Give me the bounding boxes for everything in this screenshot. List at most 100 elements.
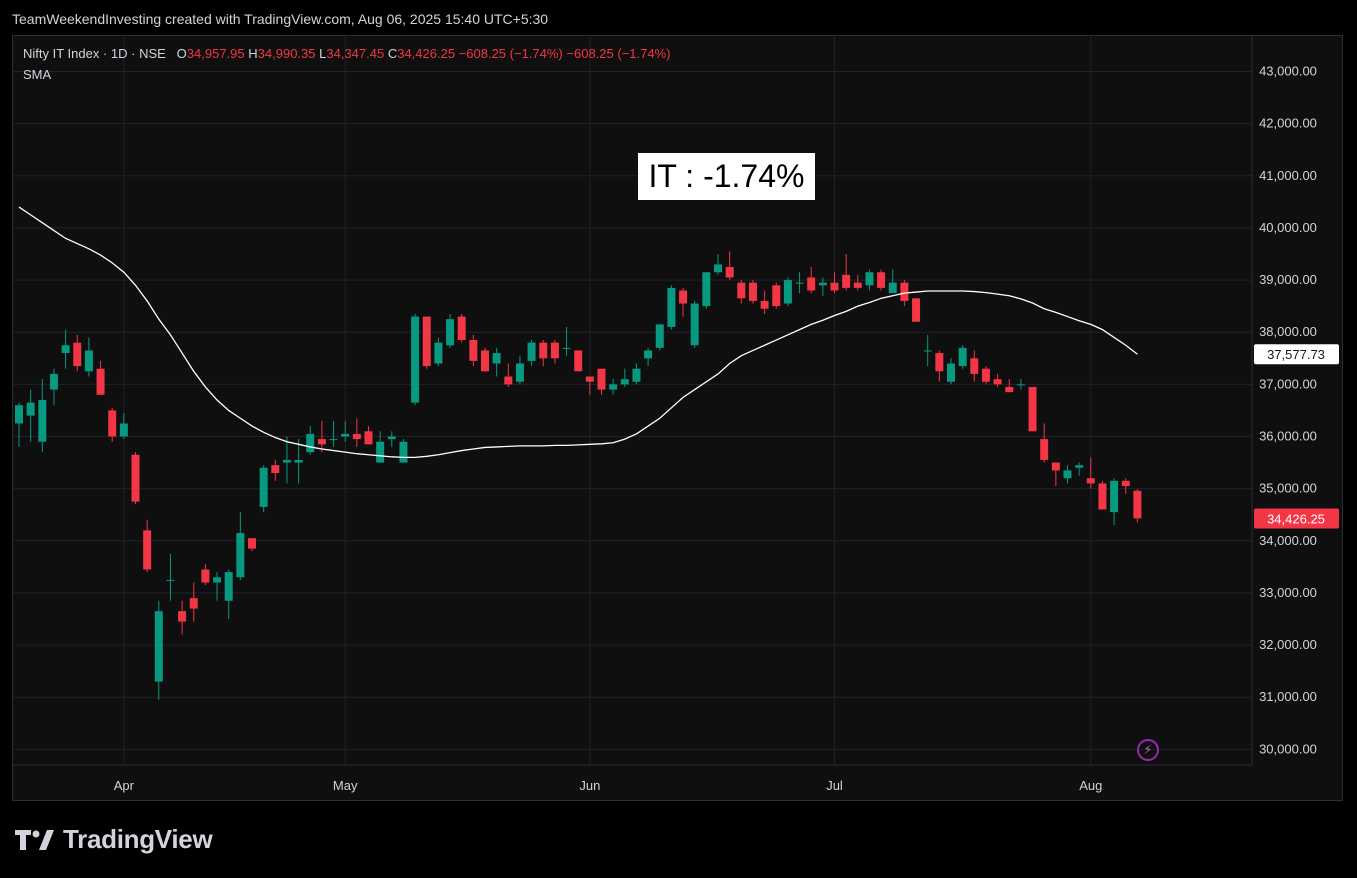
candle xyxy=(294,439,303,484)
candle xyxy=(783,277,792,307)
candle xyxy=(853,274,862,291)
x-tick-label: Jul xyxy=(826,778,843,793)
candle xyxy=(434,337,443,367)
y-tick-label: 41,000.00 xyxy=(1259,168,1317,183)
candle-body xyxy=(1028,386,1037,432)
candle-body xyxy=(282,459,291,463)
candle-body xyxy=(830,282,839,291)
candle xyxy=(49,368,58,406)
candle-body xyxy=(527,342,536,361)
candle-body xyxy=(609,384,618,390)
candle xyxy=(317,420,326,453)
candle xyxy=(842,254,851,291)
y-tick-label: 39,000.00 xyxy=(1259,272,1317,287)
candle-body xyxy=(632,368,641,382)
tag-label: 37,577.73 xyxy=(1267,347,1325,362)
candle-body xyxy=(178,611,187,622)
y-tick-label: 32,000.00 xyxy=(1259,637,1317,652)
candle-body xyxy=(352,433,361,440)
candle xyxy=(411,313,420,406)
candle xyxy=(178,600,187,635)
ohlc-legend[interactable]: Nifty IT Index · 1D · NSE O34,957.95 H34… xyxy=(23,46,670,61)
legend-symbol: Nifty IT Index · 1D · NSE xyxy=(23,46,166,61)
candle xyxy=(271,459,280,481)
candle-body xyxy=(271,465,280,473)
legend-sma-indicator[interactable]: SMA xyxy=(23,67,52,82)
candle-body xyxy=(981,368,990,382)
candle-body xyxy=(1005,386,1014,393)
candle-body xyxy=(189,598,198,609)
candle-body xyxy=(970,358,979,374)
candle xyxy=(469,334,478,367)
candle xyxy=(213,572,222,601)
candle xyxy=(143,519,152,573)
candle-body xyxy=(923,350,932,352)
candle xyxy=(958,345,967,369)
candle-body xyxy=(248,538,256,549)
lightning-icon[interactable]: ⚡ xyxy=(1137,739,1159,761)
x-tick-label: Jun xyxy=(579,778,600,793)
candle-body xyxy=(515,363,524,382)
candle xyxy=(702,272,711,309)
candle xyxy=(620,368,629,387)
y-tick-label: 36,000.00 xyxy=(1259,429,1317,444)
candle xyxy=(993,373,1002,387)
candle-body xyxy=(457,316,466,341)
candle-body xyxy=(935,353,944,372)
candle-body xyxy=(166,579,175,581)
candle xyxy=(667,285,676,330)
candle-body xyxy=(1086,478,1095,484)
candle xyxy=(690,300,699,348)
candle xyxy=(1063,465,1072,484)
candle-body xyxy=(1016,384,1025,386)
candle xyxy=(481,347,489,372)
candle xyxy=(154,600,163,700)
y-tick-label: 40,000.00 xyxy=(1259,220,1317,235)
candle-body xyxy=(224,572,233,601)
x-tick-label: Apr xyxy=(114,778,135,793)
candle xyxy=(15,402,23,447)
candle xyxy=(597,368,606,395)
y-tick-label: 42,000.00 xyxy=(1259,116,1317,131)
candle xyxy=(923,334,932,367)
candle xyxy=(446,313,455,348)
candle-body xyxy=(690,303,699,346)
tradingview-logo-icon xyxy=(15,829,54,850)
candle-body xyxy=(1051,462,1060,471)
y-tick-label: 35,000.00 xyxy=(1259,481,1317,496)
candle xyxy=(550,340,559,364)
y-tick-label: 38,000.00 xyxy=(1259,324,1317,339)
candle-body xyxy=(387,436,396,440)
candle xyxy=(504,363,513,387)
candle xyxy=(201,564,210,586)
candle xyxy=(865,269,874,291)
candle xyxy=(970,350,979,382)
candle-body xyxy=(853,282,862,288)
candle xyxy=(912,298,921,322)
candle xyxy=(1133,489,1142,523)
tradingview-logo[interactable]: TradingView xyxy=(15,824,213,855)
candle-body xyxy=(492,353,501,364)
sma-line xyxy=(18,206,1138,459)
candle xyxy=(399,439,408,463)
candle-body xyxy=(597,368,606,390)
candle xyxy=(632,363,641,385)
legend-change-secondary: −608.25 (−1.74%) xyxy=(566,46,671,61)
candle-body xyxy=(574,350,583,372)
candle xyxy=(329,420,338,447)
candle-body xyxy=(807,277,816,291)
candle-body xyxy=(236,532,245,578)
y-tick-label: 31,000.00 xyxy=(1259,689,1317,704)
legend-high: 34,990.35 xyxy=(257,46,316,61)
candle-body xyxy=(877,272,886,288)
candle-body xyxy=(38,400,47,442)
candle xyxy=(562,327,571,356)
candle xyxy=(224,569,233,619)
candle xyxy=(364,426,373,445)
candlestick-chart[interactable]: 30,000.00 31,000.00 32,000.00 33,000.00 34,0… xyxy=(12,35,1343,801)
candle-body xyxy=(341,433,350,437)
candle-body xyxy=(108,410,117,437)
candles xyxy=(15,251,1142,700)
candle xyxy=(1098,480,1107,510)
candle xyxy=(96,360,105,395)
